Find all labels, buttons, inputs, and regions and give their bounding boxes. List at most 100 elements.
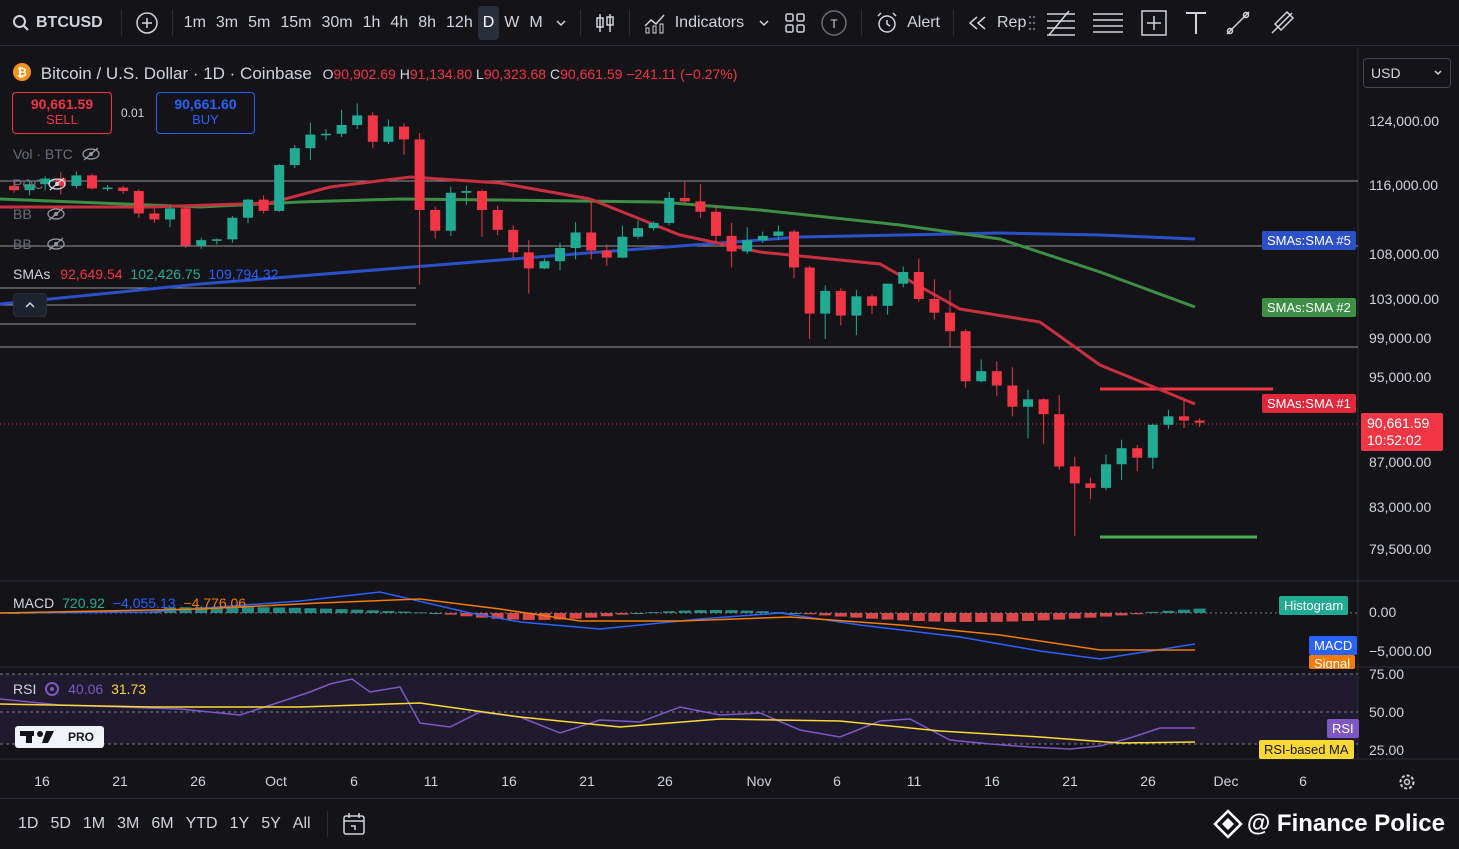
alert-button[interactable]: Alert bbox=[868, 6, 947, 40]
interval-30m[interactable]: 30m bbox=[321, 13, 353, 31]
rsi-ma-tag: RSI-based MA bbox=[1259, 740, 1354, 759]
indicators-button[interactable]: Indicators bbox=[636, 6, 751, 40]
macd-histogram-bar bbox=[1068, 613, 1081, 619]
gear-icon[interactable] bbox=[1397, 772, 1417, 792]
candle-body bbox=[196, 240, 207, 246]
candle-body bbox=[352, 115, 363, 125]
macd-histogram-bar bbox=[569, 613, 582, 619]
smas-label: SMAs bbox=[13, 266, 51, 282]
interval-m[interactable]: M bbox=[529, 13, 543, 31]
range-all[interactable]: All bbox=[292, 815, 311, 832]
chevron-down-icon[interactable] bbox=[548, 6, 574, 40]
goto-date-icon[interactable] bbox=[334, 807, 374, 841]
range-ytd[interactable]: YTD bbox=[185, 815, 218, 832]
candle-body bbox=[227, 217, 238, 240]
macd-histogram-bar bbox=[304, 608, 317, 613]
interval-8h[interactable]: 8h bbox=[418, 13, 437, 31]
eye-off-icon[interactable] bbox=[81, 146, 101, 162]
macd-histogram-bar bbox=[1022, 613, 1034, 621]
signal-tag: Signal bbox=[1309, 655, 1356, 669]
macd-histogram-bar bbox=[1115, 613, 1128, 616]
tradingview-logo[interactable]: PRO bbox=[15, 726, 104, 748]
interval-1h[interactable]: 1h bbox=[362, 13, 381, 31]
interval-15m[interactable]: 15m bbox=[280, 13, 312, 31]
refresh-icon[interactable] bbox=[44, 681, 60, 697]
interval-3m[interactable]: 3m bbox=[215, 13, 239, 31]
candle-body bbox=[1194, 420, 1205, 423]
layouts-grid-icon[interactable] bbox=[777, 6, 813, 40]
candle-body bbox=[1101, 464, 1111, 488]
macd-histogram-bar bbox=[585, 613, 598, 618]
interval-5m[interactable]: 5m bbox=[248, 13, 271, 31]
range-1y[interactable]: 1Y bbox=[229, 815, 250, 832]
candle-body bbox=[867, 296, 877, 306]
range-5y[interactable]: 5Y bbox=[261, 815, 281, 832]
macd-histogram-bar bbox=[616, 613, 629, 615]
bb-legend-1[interactable]: BB bbox=[13, 206, 66, 222]
range-5d[interactable]: 5D bbox=[50, 815, 71, 832]
interval-4h[interactable]: 4h bbox=[390, 13, 409, 31]
text-tool-icon[interactable] bbox=[1176, 6, 1216, 40]
macd-tag: MACD bbox=[1309, 636, 1358, 655]
bb-legend-2[interactable]: BB bbox=[13, 236, 66, 252]
rsi-axis-label: 75.00 bbox=[1369, 666, 1405, 682]
buy-button[interactable]: 90,661.60 BUY bbox=[156, 92, 255, 134]
price-axis-label: 95,000.00 bbox=[1369, 369, 1432, 385]
alarm-clock-icon bbox=[875, 11, 899, 35]
time-axis-label: 6 bbox=[350, 773, 358, 789]
macd-histogram-bar bbox=[335, 609, 348, 613]
interval-12h[interactable]: 12h bbox=[446, 13, 473, 31]
time-axis-label: 6 bbox=[1299, 773, 1307, 789]
chart-title: Bitcoin / U.S. Dollar · 1D · Coinbase bbox=[40, 64, 312, 83]
interval-1m[interactable]: 1m bbox=[183, 13, 206, 31]
candle-body bbox=[617, 236, 628, 258]
templates-icon[interactable]: T bbox=[813, 6, 855, 40]
compare-add-icon[interactable] bbox=[128, 6, 166, 40]
high-value: 91,134.80 bbox=[409, 66, 473, 82]
fib-lines-icon[interactable] bbox=[1036, 6, 1084, 40]
open-label: O bbox=[322, 66, 334, 82]
price-axis-label: 99,000.00 bbox=[1369, 330, 1432, 346]
rsi-ma-line bbox=[0, 702, 1196, 744]
eye-off-icon[interactable] bbox=[46, 206, 66, 222]
poc-legend[interactable]: POC bbox=[13, 176, 67, 192]
range-1m[interactable]: 1M bbox=[82, 815, 106, 832]
smas-legend[interactable]: SMAs 92,649.54 102,426.75 109,794.32 bbox=[13, 266, 278, 282]
trendline-icon[interactable] bbox=[1216, 6, 1260, 40]
symbol-search[interactable]: BTCUSD bbox=[0, 0, 103, 46]
sell-button[interactable]: 90,661.59 SELL bbox=[12, 92, 112, 134]
chevron-down-icon[interactable] bbox=[751, 6, 777, 40]
candle-body bbox=[289, 148, 300, 165]
collapse-legend-button[interactable] bbox=[13, 293, 47, 317]
candle-body bbox=[430, 210, 441, 231]
range-3m[interactable]: 3M bbox=[117, 815, 140, 832]
price-chart[interactable] bbox=[0, 47, 1459, 797]
drag-handle-icon[interactable] bbox=[1028, 13, 1036, 33]
time-axis-label: 26 bbox=[657, 773, 673, 789]
macd-histogram-bar bbox=[912, 613, 925, 621]
parallel-channel-icon[interactable] bbox=[1084, 6, 1132, 40]
candles-type-icon[interactable] bbox=[587, 6, 623, 40]
macd-histogram-bar bbox=[632, 613, 644, 614]
eye-off-icon[interactable] bbox=[47, 176, 67, 192]
macd-histogram-bar bbox=[959, 613, 972, 622]
currency-select[interactable]: USD bbox=[1363, 58, 1451, 88]
time-axis-label: 16 bbox=[501, 773, 517, 789]
rsi-ma-value: 31.73 bbox=[111, 681, 147, 697]
chart-area[interactable]: ₿ Bitcoin / U.S. Dollar · 1D · Coinbase … bbox=[0, 47, 1459, 797]
replay-button[interactable]: Rep bbox=[960, 6, 1026, 40]
divider bbox=[171, 9, 173, 36]
volume-legend[interactable]: Vol · BTC bbox=[13, 146, 101, 162]
brush-icon[interactable] bbox=[1260, 6, 1304, 40]
shapes-plus-icon[interactable] bbox=[1132, 6, 1176, 40]
range-6m[interactable]: 6M bbox=[151, 815, 174, 832]
range-1d[interactable]: 1D bbox=[18, 815, 39, 832]
interval-d[interactable]: D bbox=[477, 5, 500, 40]
interval-w[interactable]: W bbox=[504, 13, 520, 31]
candle-body bbox=[445, 192, 456, 231]
time-axis-label: 6 bbox=[833, 773, 841, 789]
eye-off-icon[interactable] bbox=[46, 236, 66, 252]
candle-body bbox=[820, 290, 831, 314]
macd-label: MACD bbox=[13, 595, 55, 611]
candle-body bbox=[586, 232, 597, 251]
